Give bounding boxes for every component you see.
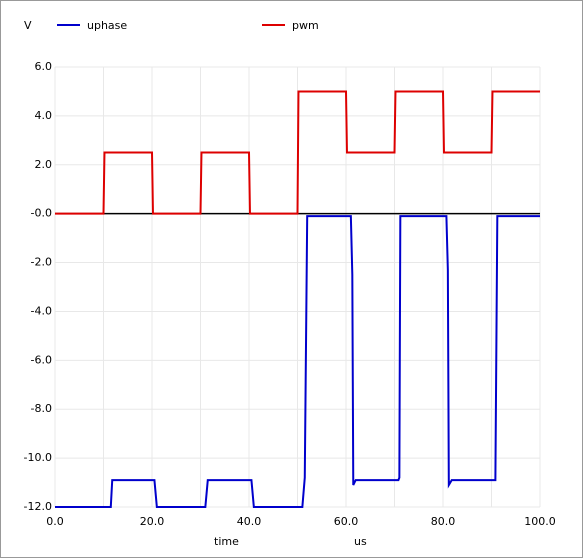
x-tick-label: 100.0	[524, 515, 556, 528]
y-tick-label: -0.0	[31, 207, 52, 220]
x-tick-label: 40.0	[237, 515, 262, 528]
y-tick-label: -12.0	[24, 500, 52, 513]
y-tick-label: 6.0	[35, 60, 53, 73]
legend-label: uphase	[87, 19, 127, 32]
x-tick-label: 20.0	[140, 515, 165, 528]
x-tick-label: 0.0	[46, 515, 64, 528]
y-tick-label: 4.0	[35, 109, 53, 122]
x-tick-label: 60.0	[334, 515, 359, 528]
y-tick-label: -4.0	[31, 304, 52, 317]
y-tick-label: -10.0	[24, 451, 52, 464]
x-axis-label: time	[214, 535, 239, 548]
y-tick-label: -2.0	[31, 256, 52, 269]
legend-label: pwm	[292, 19, 319, 32]
series-line	[55, 215, 540, 508]
y-tick-label: 2.0	[35, 158, 53, 171]
y-axis-label: V	[24, 19, 32, 32]
y-tick-label: -8.0	[31, 402, 52, 415]
x-axis-unit: us	[354, 535, 367, 548]
series-line	[55, 90, 540, 215]
y-tick-label: -6.0	[31, 353, 52, 366]
x-tick-label: 80.0	[431, 515, 456, 528]
